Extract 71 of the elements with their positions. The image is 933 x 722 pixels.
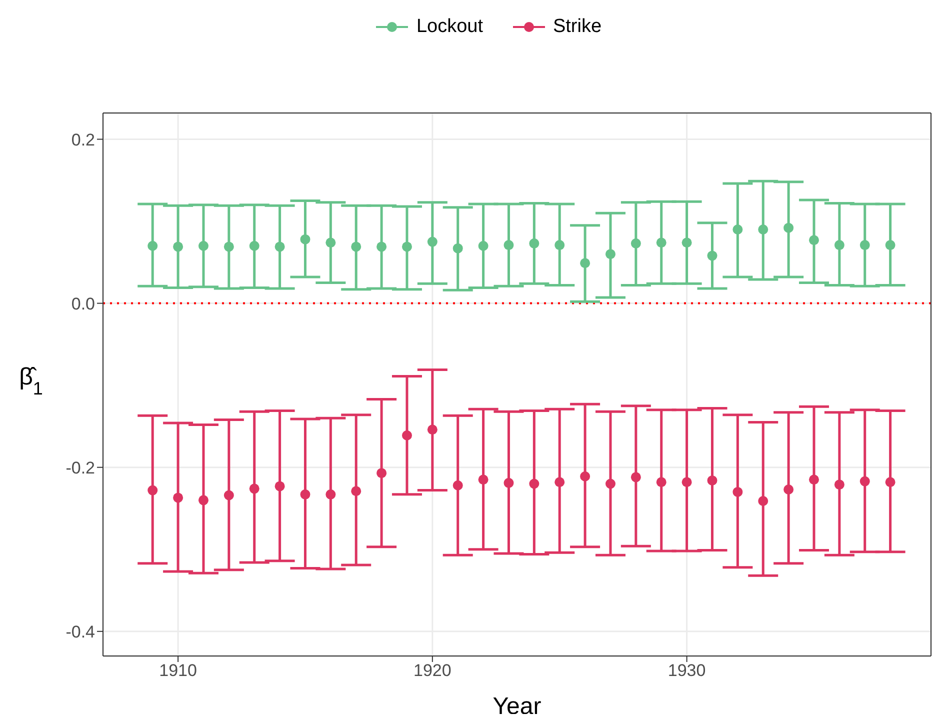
point xyxy=(656,238,666,248)
point xyxy=(834,480,844,490)
point xyxy=(808,235,819,246)
point xyxy=(758,496,768,506)
point xyxy=(682,238,692,248)
point xyxy=(554,240,565,250)
point xyxy=(732,486,743,497)
x-axis-title: Year xyxy=(492,693,542,720)
y-axis-title: β̂$_{1}$ xyxy=(19,364,43,398)
point xyxy=(148,240,158,251)
point xyxy=(326,238,336,248)
point xyxy=(198,240,208,251)
x-tick-label: 1930 xyxy=(668,661,706,680)
point xyxy=(784,222,794,233)
point xyxy=(784,484,794,494)
point xyxy=(402,242,412,252)
point xyxy=(758,224,768,234)
y-tick-label: -0.2 xyxy=(66,458,95,478)
y-tick-label: 0.0 xyxy=(71,294,95,314)
legend-label: Lockout xyxy=(416,16,483,38)
point xyxy=(860,240,870,250)
point xyxy=(427,236,438,247)
point xyxy=(554,477,565,488)
point xyxy=(656,477,666,488)
point xyxy=(376,242,387,252)
point xyxy=(274,242,285,252)
point xyxy=(351,242,362,252)
point xyxy=(529,238,540,248)
x-tick-label: 1910 xyxy=(159,661,197,680)
point xyxy=(732,224,743,234)
point xyxy=(249,240,260,251)
y-tick-label: 0.2 xyxy=(71,130,95,150)
point xyxy=(274,481,285,492)
x-tick-label: 1920 xyxy=(414,661,452,680)
point xyxy=(860,476,870,486)
point xyxy=(834,240,844,250)
point xyxy=(630,472,641,482)
point xyxy=(605,478,616,489)
point xyxy=(707,475,718,486)
point xyxy=(478,240,488,251)
point xyxy=(148,485,158,496)
point xyxy=(885,477,896,488)
point xyxy=(682,477,692,488)
legend-label: Strike xyxy=(552,16,602,38)
point xyxy=(605,249,616,260)
point xyxy=(224,242,234,252)
point xyxy=(249,484,260,494)
point xyxy=(198,495,208,506)
point xyxy=(580,471,590,482)
point xyxy=(326,489,336,500)
point xyxy=(351,486,362,496)
point xyxy=(580,258,590,268)
point xyxy=(173,492,184,503)
point xyxy=(478,474,488,485)
y-tick-label: -0.4 xyxy=(66,622,95,642)
point xyxy=(376,468,387,478)
point xyxy=(808,474,819,485)
point xyxy=(452,243,463,254)
point xyxy=(504,478,514,488)
point xyxy=(504,240,514,250)
point xyxy=(427,424,438,435)
point xyxy=(452,480,463,490)
point xyxy=(224,490,234,500)
point xyxy=(300,489,310,500)
point xyxy=(402,430,412,440)
point xyxy=(885,240,896,250)
point xyxy=(707,250,718,261)
point xyxy=(300,234,310,244)
point xyxy=(630,238,641,248)
point xyxy=(529,478,540,489)
point xyxy=(173,242,184,252)
